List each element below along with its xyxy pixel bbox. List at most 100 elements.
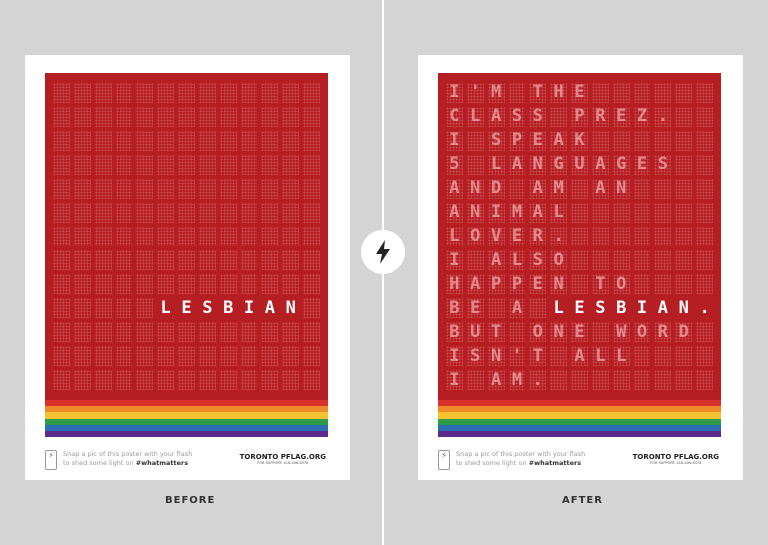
matrix-cell: I — [487, 202, 505, 223]
matrix-cell — [94, 250, 112, 271]
matrix-cell — [115, 226, 133, 247]
matrix-cell — [240, 274, 258, 295]
matrix-cell — [550, 370, 568, 390]
matrix-cell: L — [466, 106, 484, 127]
matrix-cell: N — [466, 178, 484, 199]
rainbow-stripe — [45, 412, 328, 419]
matrix-cell — [73, 370, 91, 390]
matrix-cell — [612, 202, 630, 223]
matrix-cell — [94, 346, 112, 367]
matrix-cell — [115, 154, 133, 175]
rainbow-stripe — [45, 400, 328, 407]
matrix-cell: N — [550, 274, 568, 295]
matrix-cell — [198, 226, 216, 247]
matrix-cell: E — [571, 83, 588, 103]
matrix-cell: N — [487, 346, 505, 367]
rainbow-stripe — [45, 424, 328, 431]
matrix-cell: L — [508, 250, 526, 271]
matrix-cell — [654, 346, 672, 367]
matrix-cell — [178, 370, 195, 390]
lightning-bolt-button[interactable] — [361, 230, 405, 274]
matrix-cell: E — [508, 226, 526, 247]
matrix-cell: D — [675, 322, 693, 343]
matrix-cell — [219, 226, 237, 247]
matrix-cell — [696, 370, 713, 390]
matrix-cell — [261, 370, 279, 390]
matrix-cell: A — [591, 154, 609, 175]
matrix-cell — [178, 83, 195, 103]
matrix-cell — [73, 202, 91, 223]
matrix-cell: T — [529, 346, 547, 367]
matrix-cell — [178, 226, 195, 247]
matrix-cell — [219, 106, 237, 127]
matrix-cell — [591, 370, 609, 390]
matrix-cell — [303, 346, 320, 367]
matrix-cell — [157, 370, 175, 390]
matrix-cell — [261, 274, 279, 295]
matrix-cell — [696, 274, 713, 295]
matrix-cell — [178, 322, 195, 343]
matrix-cell — [696, 83, 713, 103]
matrix-cell — [136, 202, 154, 223]
rainbow-stripe — [438, 424, 721, 431]
matrix-cell: S — [487, 130, 505, 151]
matrix-cell — [303, 250, 320, 271]
matrix-cell — [94, 83, 112, 103]
matrix-cell — [261, 130, 279, 151]
matrix-cell: S — [202, 297, 213, 318]
matrix-cell: U — [571, 154, 588, 175]
matrix-cell — [303, 370, 320, 390]
matrix-cell: N — [285, 297, 296, 318]
matrix-cell — [157, 202, 175, 223]
matrix-cell — [198, 250, 216, 271]
phone-flash-icon: ⚡ — [45, 450, 57, 470]
matrix-cell — [53, 250, 70, 271]
matrix-cell: R — [654, 322, 672, 343]
matrix-cell — [261, 178, 279, 199]
matrix-cell — [178, 346, 195, 367]
matrix-cell — [73, 154, 91, 175]
matrix-cell: 5 — [446, 154, 463, 175]
matrix-cell: L — [446, 226, 463, 247]
matrix-cell — [94, 298, 112, 319]
matrix-cell — [219, 274, 237, 295]
matrix-cell: E — [571, 322, 588, 343]
matrix-cell — [675, 226, 693, 247]
matrix-cell: L — [160, 297, 171, 318]
matrix-cell — [198, 130, 216, 151]
matrix-cell — [157, 346, 175, 367]
matrix-cell — [654, 226, 672, 247]
matrix-cell: I — [636, 297, 648, 318]
matrix-cell: L — [612, 346, 630, 367]
matrix-cell — [219, 346, 237, 367]
matrix-cell — [53, 202, 70, 223]
matrix-cell — [612, 370, 630, 390]
matrix-cell — [282, 370, 300, 390]
matrix-cell: H — [446, 274, 463, 295]
matrix-cell — [612, 226, 630, 247]
matrix-cell — [240, 346, 258, 367]
matrix-cell — [157, 130, 175, 151]
matrix-cell — [612, 130, 630, 151]
matrix-cell — [178, 250, 195, 271]
matrix-cell — [466, 250, 484, 271]
matrix-cell — [73, 274, 91, 295]
matrix-cell — [240, 250, 258, 271]
matrix-cell — [157, 83, 175, 103]
matrix-cell — [550, 106, 568, 127]
matrix-cell: . — [699, 297, 710, 318]
matrix-cell: G — [550, 154, 568, 175]
matrix-cell — [73, 83, 91, 103]
phone-flash-icon: ⚡ — [438, 450, 450, 470]
matrix-cell — [654, 130, 672, 151]
matrix-cell — [53, 346, 70, 367]
matrix-cell — [675, 250, 693, 271]
matrix-cell — [219, 250, 237, 271]
matrix-cell — [136, 322, 154, 343]
matrix-cell — [178, 274, 195, 295]
matrix-cell — [198, 154, 216, 175]
matrix-cell: V — [487, 226, 505, 247]
matrix-cell — [282, 130, 300, 151]
matrix-cell — [115, 106, 133, 127]
matrix-cell: ' — [508, 346, 526, 367]
